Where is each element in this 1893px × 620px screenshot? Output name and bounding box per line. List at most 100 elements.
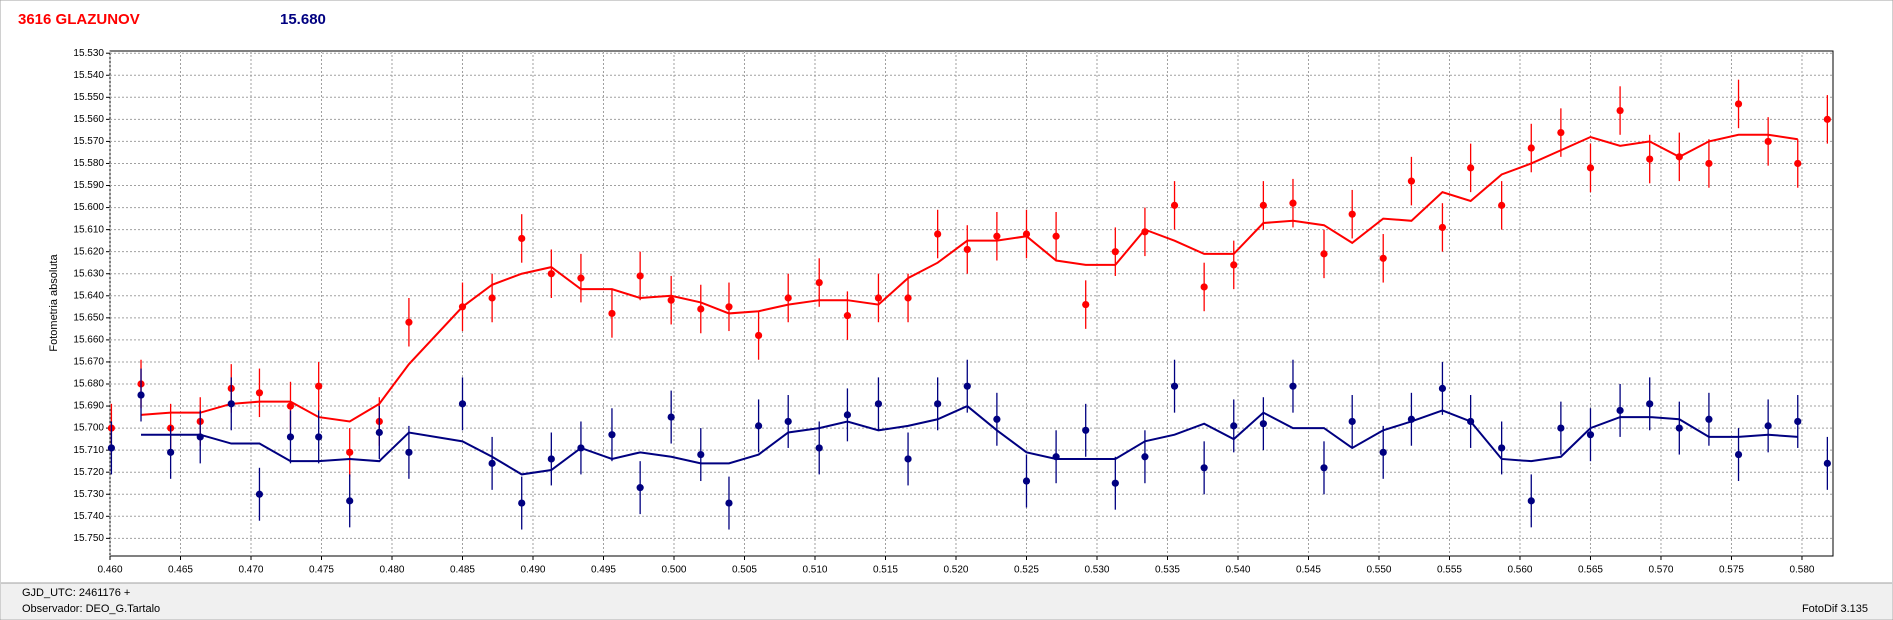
data-point: [1170, 382, 1179, 390]
x-tick-label: 0.575: [1719, 565, 1744, 576]
data-point: [196, 433, 204, 441]
data-point: [843, 411, 852, 419]
data-point: [255, 389, 264, 397]
x-tick-label: 0.535: [1155, 565, 1180, 576]
y-tick-label: 15.650: [73, 312, 104, 323]
x-tick-label: 0.470: [238, 565, 263, 576]
data-point: [815, 278, 823, 287]
data-point: [608, 309, 616, 318]
data-point: [815, 444, 823, 452]
data-point: [1230, 422, 1238, 430]
data-point: [1734, 100, 1743, 108]
x-tick-label: 0.530: [1084, 565, 1109, 576]
data-point: [255, 490, 264, 498]
data-point: [346, 448, 354, 456]
data-point: [1170, 201, 1179, 209]
data-point: [1082, 426, 1090, 434]
data-point: [1616, 106, 1624, 115]
data-point: [993, 415, 1001, 423]
data-point: [107, 444, 116, 452]
data-point: [1289, 382, 1297, 390]
data-point: [488, 459, 496, 467]
data-point: [934, 230, 942, 238]
data-point: [1823, 115, 1831, 123]
data-point: [1111, 479, 1119, 487]
y-tick-label: 15.610: [73, 224, 104, 235]
data-point: [963, 382, 971, 390]
data-point: [1320, 464, 1328, 472]
data-point: [1675, 153, 1683, 161]
data-point: [577, 444, 585, 452]
y-tick-label: 15.640: [73, 290, 104, 301]
data-point: [725, 499, 733, 507]
data-point: [1586, 431, 1595, 439]
data-point: [608, 431, 616, 439]
y-tick-label: 15.540: [73, 70, 104, 81]
footer-version: FotoDif 3.135: [1802, 603, 1868, 615]
y-tick-label: 15.600: [73, 202, 104, 213]
data-point: [1498, 201, 1506, 209]
data-point: [1200, 283, 1208, 291]
data-point: [315, 382, 323, 390]
data-point: [518, 234, 526, 243]
data-point: [1379, 448, 1387, 456]
x-tick-label: 0.570: [1648, 565, 1673, 576]
data-point: [1141, 228, 1149, 236]
plot-area: [109, 50, 1834, 557]
y-tick-label: 15.590: [73, 180, 104, 191]
x-tick-label: 0.520: [943, 565, 968, 576]
data-point: [1527, 497, 1535, 505]
data-point: [1320, 250, 1328, 258]
data-point: [1616, 406, 1624, 415]
data-point: [784, 294, 792, 302]
x-tick-label: 0.540: [1225, 565, 1250, 576]
data-point: [1675, 424, 1683, 432]
x-tick-label: 0.465: [168, 565, 193, 576]
data-point: [1259, 420, 1267, 428]
footer: [1, 583, 1892, 619]
data-point: [1794, 159, 1802, 168]
y-tick-label: 15.570: [73, 136, 104, 147]
x-tick-label: 0.560: [1507, 565, 1532, 576]
fit-line: [141, 404, 1798, 476]
y-tick-label: 15.710: [73, 445, 104, 456]
data-point: [904, 294, 912, 302]
data-point: [1230, 261, 1238, 269]
data-point: [754, 331, 763, 340]
y-tick-label: 15.730: [73, 489, 104, 500]
data-point: [1557, 128, 1565, 137]
data-point: [1022, 230, 1031, 238]
data-point: [1379, 254, 1387, 262]
x-tick-label: 0.490: [520, 565, 545, 576]
data-point: [843, 312, 852, 320]
data-point: [458, 400, 467, 408]
y-tick-label: 15.530: [73, 48, 104, 59]
footer-text: GJD_UTC: 2461176 +: [22, 587, 130, 599]
data-point: [697, 305, 705, 313]
y-tick-label: 15.550: [73, 92, 104, 103]
data-point: [667, 296, 675, 304]
y-axis-label: Fotometria absoluta: [48, 254, 60, 352]
y-tick-label: 15.630: [73, 268, 104, 279]
data-point: [904, 455, 912, 463]
x-tick-label: 0.500: [661, 565, 686, 576]
y-tick-label: 15.660: [73, 335, 104, 346]
x-tick-label: 0.485: [450, 565, 475, 576]
x-tick-label: 0.460: [97, 565, 122, 576]
data-point: [1646, 155, 1654, 163]
data-point: [667, 413, 675, 421]
x-tick-label: 0.555: [1437, 565, 1462, 576]
data-point: [518, 499, 526, 507]
y-tick-label: 15.580: [73, 158, 104, 169]
data-point: [1022, 477, 1031, 485]
data-point: [1200, 464, 1208, 472]
data-point: [1438, 384, 1447, 393]
data-point: [1586, 164, 1595, 172]
data-point: [1794, 417, 1802, 426]
footer-text: Observador: DEO_G.Tartalo: [22, 603, 160, 615]
data-point: [1438, 223, 1447, 232]
data-point: [874, 400, 883, 408]
data-point: [1705, 159, 1713, 168]
y-tick-label: 15.690: [73, 401, 104, 412]
y-tick-label: 15.740: [73, 511, 104, 522]
